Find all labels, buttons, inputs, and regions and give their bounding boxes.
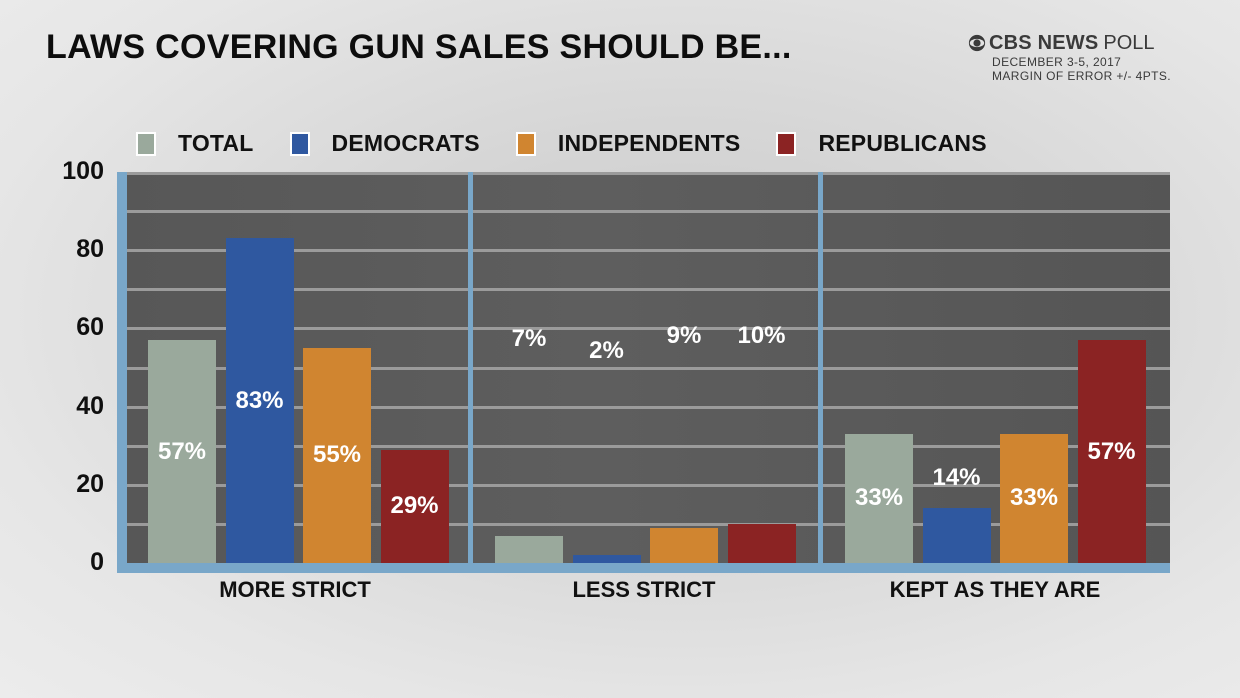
poll-date: DECEMBER 3-5, 2017 — [992, 55, 1122, 69]
data-label: 29% — [390, 492, 439, 520]
legend-label: TOTAL — [178, 130, 254, 156]
y-tick-label: 40 — [76, 391, 104, 420]
legend-item-democrats: DEMOCRATS — [289, 130, 480, 157]
y-tick-label: 20 — [76, 469, 104, 498]
gridline — [127, 366, 1170, 370]
bar-republicans-0 — [380, 449, 449, 563]
data-label: 14% — [932, 464, 981, 492]
gridline — [127, 288, 1170, 292]
x-category-label: MORE STRICT — [219, 577, 371, 602]
legend-item-total: TOTAL — [136, 130, 254, 157]
chart-title: LAWS COVERING GUN SALES SHOULD BE... — [46, 28, 792, 66]
y-tick-label: 100 — [62, 157, 104, 185]
group-separator — [468, 172, 473, 563]
x-category-label: LESS STRICT — [572, 577, 716, 602]
bar-independents-1 — [650, 527, 718, 563]
y-tick-label: 0 — [90, 548, 104, 576]
gridline — [127, 249, 1170, 253]
data-label: 55% — [312, 441, 362, 469]
data-label: 2% — [589, 337, 624, 364]
bar-independents-2 — [1000, 433, 1068, 563]
bar-total-1 — [495, 535, 563, 563]
bar-republicans-1 — [727, 523, 796, 563]
legend-label: REPUBLICANS — [818, 130, 987, 156]
cbs-eye-logo-icon — [968, 34, 986, 52]
brand-poll: POLL — [1103, 32, 1155, 54]
gridline — [127, 522, 1170, 526]
data-label: 9% — [666, 322, 702, 349]
legend-label: INDEPENDENTS — [557, 130, 741, 156]
data-label: 33% — [1009, 484, 1059, 512]
margin-of-error: MARGIN OF ERROR +/- 4PTS. — [992, 69, 1172, 83]
bar-democrats-2 — [922, 508, 991, 563]
legend-item-republicans: REPUBLICANS — [776, 130, 987, 157]
bar-independents-0 — [303, 347, 371, 563]
gridline — [127, 444, 1170, 448]
data-label: 33% — [854, 484, 904, 512]
bar-total-0 — [148, 340, 216, 563]
gridline — [127, 172, 1170, 175]
data-label: 7% — [511, 325, 547, 352]
data-label: 83% — [235, 386, 284, 414]
legend-swatch-icon — [776, 131, 797, 156]
gridline — [127, 210, 1170, 214]
bar-democrats-0 — [225, 238, 294, 563]
legend-swatch-icon — [136, 131, 156, 156]
x-category-label: KEPT AS THEY ARE — [889, 577, 1101, 602]
bar-total-2 — [845, 433, 913, 563]
plot-area: 57% 83% 55% 29% 7% 2% 9% 10% 33% 14% 33% 57% — [127, 172, 1170, 563]
legend-item-independents: INDEPENDENTS — [515, 130, 741, 157]
legend-swatch-icon — [515, 131, 536, 156]
gridline — [127, 405, 1170, 409]
gridline — [127, 327, 1170, 331]
legend: TOTAL DEMOCRATS INDEPENDENTS REPUBLICANS — [136, 130, 1023, 157]
y-tick-label: 80 — [76, 235, 104, 264]
legend-swatch-icon — [289, 131, 310, 156]
data-label: 57% — [1087, 437, 1136, 465]
brand-block: CBS NEWS POLL DECEMBER 3-5, 2017 MARGIN … — [968, 33, 1171, 83]
data-label: 10% — [737, 322, 786, 349]
legend-label: DEMOCRATS — [331, 130, 480, 156]
data-label: 57% — [157, 437, 207, 465]
group-separator — [818, 172, 823, 563]
bar-republicans-2 — [1077, 340, 1146, 563]
bar-democrats-1 — [572, 555, 641, 563]
gridline — [127, 483, 1170, 487]
y-tick-label: 60 — [76, 313, 104, 342]
brand-name: CBS NEWS — [989, 32, 1099, 54]
